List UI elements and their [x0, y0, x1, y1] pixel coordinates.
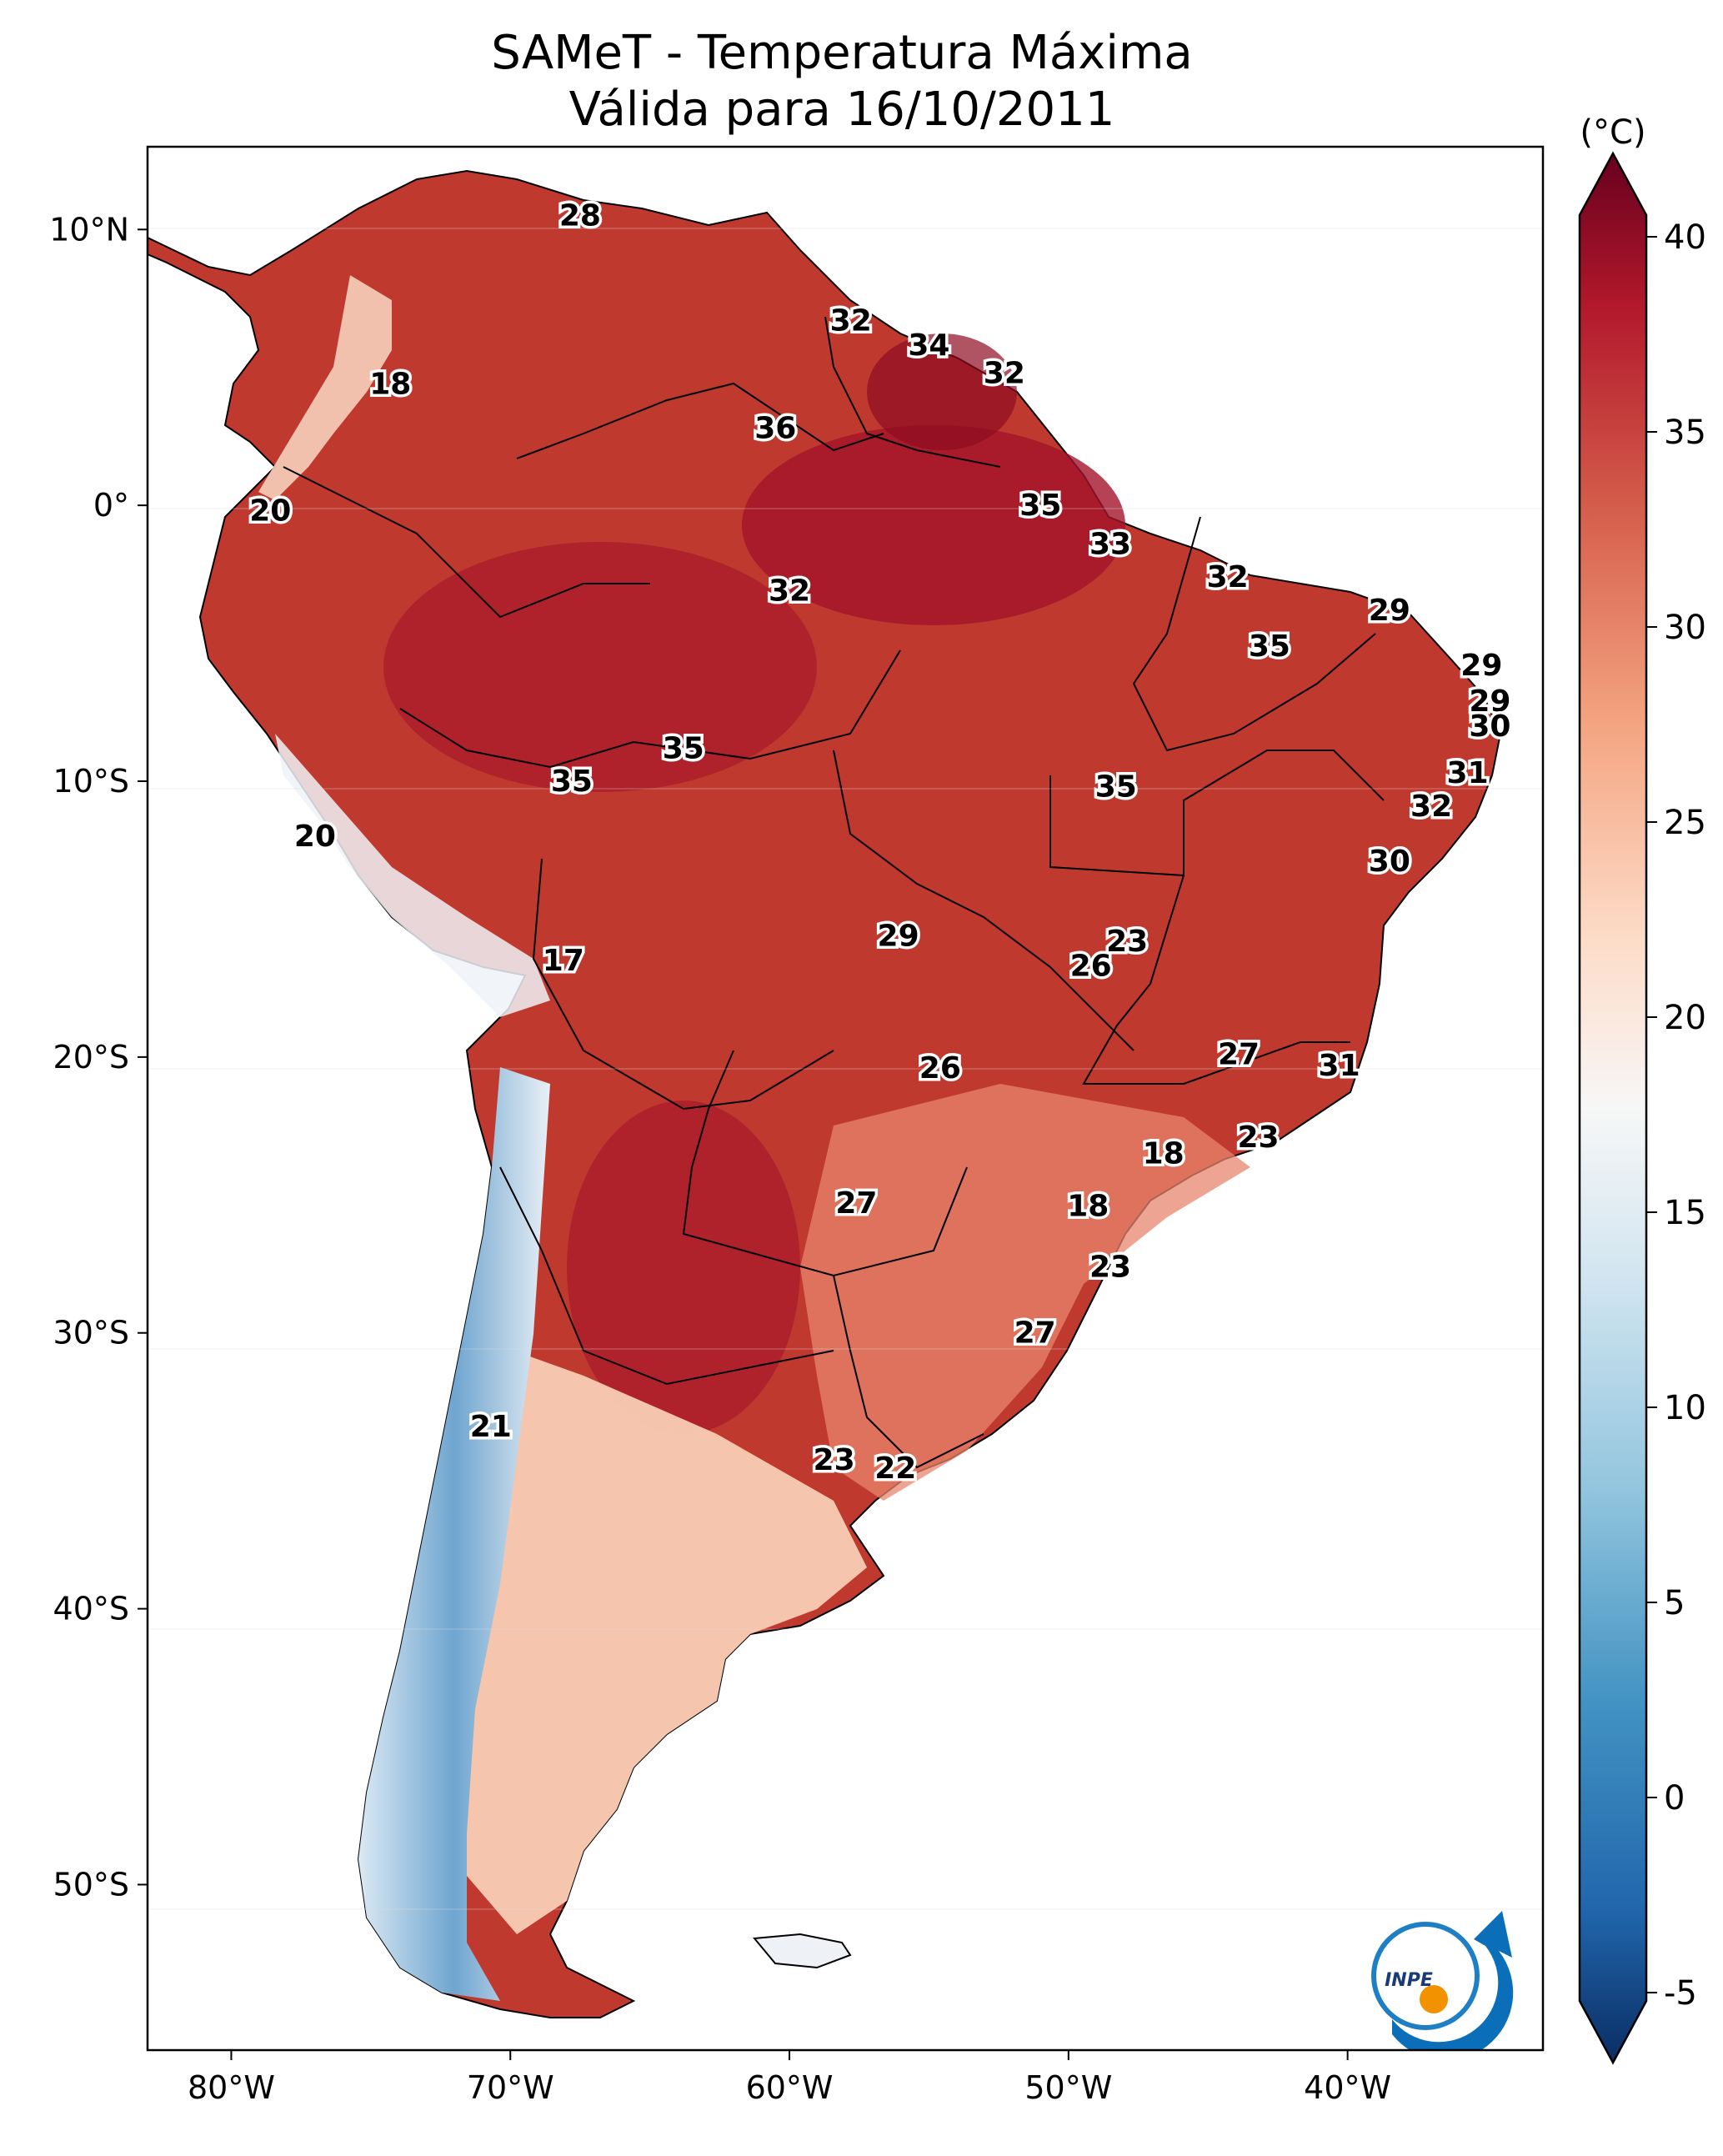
station-temperature-label: 32 [1207, 560, 1249, 594]
colorbar-tick-label: 10 [1664, 1389, 1706, 1427]
y-tick-label: 40°S [53, 1591, 129, 1627]
y-tick-label: 20°S [53, 1039, 129, 1075]
station-temperature-label: 26 [919, 1051, 961, 1086]
station-temperature-label: 32 [769, 574, 810, 609]
map-title-line2: Válida para 16/10/2011 [569, 83, 1115, 137]
heat-core-chaco [567, 1101, 800, 1434]
station-temperature-label: 30 [1369, 845, 1410, 879]
station-temperature-label: 26 [1070, 950, 1112, 984]
station-temperature-label: 35 [1019, 489, 1061, 523]
station-temperature-label: 33 [1089, 527, 1131, 561]
station-temperature-label: 23 [1237, 1121, 1279, 1155]
cool-zone-andes-south [358, 1067, 550, 2001]
cool-zone-south-east [800, 1084, 1250, 1501]
colorbar-body [1578, 151, 1648, 2065]
colorbar-tick-label: -5 [1664, 1974, 1697, 2013]
y-tick-label: 10°S [53, 763, 129, 800]
y-tick-label: 30°S [53, 1315, 129, 1351]
colorbar: (°C) 40 35 30 25 20 15 10 5 0 -5 [1578, 113, 1706, 2065]
colorbar-tick-label: 0 [1664, 1779, 1685, 1818]
inpe-logo: INPE [1371, 1911, 1514, 2050]
cool-zone-colombia [258, 275, 392, 500]
colorbar-tick-label: 20 [1664, 999, 1706, 1037]
station-temperature-label: 28 [559, 199, 601, 233]
colorbar-tick-label: 25 [1664, 804, 1706, 842]
station-temperature-label: 23 [1106, 925, 1148, 959]
station-temperature-label: 27 [835, 1186, 877, 1221]
station-temperature-label: 35 [1095, 770, 1137, 805]
heat-core-north [742, 425, 1125, 625]
station-temperature-label: 32 [984, 356, 1025, 390]
map-title-line1: SAMeT - Temperatura Máxima [491, 26, 1193, 80]
station-temperature-label: 35 [1249, 629, 1290, 664]
colorbar-unit-label: (°C) [1580, 113, 1645, 152]
heat-core-amazon [383, 542, 817, 792]
colorbar-tick-label: 40 [1664, 218, 1706, 257]
x-tick-label: 50°W [1024, 2069, 1112, 2106]
graticule [148, 228, 1543, 1910]
logo-ring [1371, 1922, 1480, 2030]
cool-zone-andes-north [275, 734, 550, 1017]
station-temperature-label: 27 [1014, 1316, 1056, 1351]
station-temperature-label: 27 [1218, 1038, 1260, 1072]
mild-zone-patagonia [467, 1334, 867, 1934]
station-temperature-label: 23 [814, 1443, 855, 1477]
station-temperature-label: 29 [1369, 594, 1410, 628]
station-temperature-label: 36 [754, 411, 796, 445]
station-temperature-label: 35 [663, 731, 704, 765]
map-frame [146, 145, 1545, 2052]
y-tick-label: 50°S [53, 1866, 129, 1903]
station-temperature-label: 34 [908, 328, 949, 363]
colorbar-tick-label: 35 [1664, 414, 1706, 452]
station-temperature-label: 18 [369, 368, 411, 402]
station-temperature-label: 29 [1469, 684, 1510, 719]
station-temperature-label: 32 [830, 303, 872, 338]
x-tick-label: 70°W [467, 2069, 554, 2106]
x-tick-label: 60°W [746, 2069, 834, 2106]
y-tick-label: 0° [93, 487, 129, 524]
country-borders [283, 316, 1385, 1469]
station-temperature-label: 23 [1089, 1250, 1131, 1284]
station-temperature-label: 21 [470, 1410, 512, 1444]
station-temperature-label: 22 [874, 1452, 916, 1486]
station-temperature-label: 31 [1319, 1049, 1360, 1083]
colorbar-tick-label: 30 [1664, 609, 1706, 647]
station-temperature-label: 30 [1469, 709, 1510, 744]
station-temperature-label: 18 [1067, 1190, 1109, 1224]
colorbar-ticks: 40 35 30 25 20 15 10 5 0 -5 [1646, 218, 1706, 2013]
logo-dot [1420, 1985, 1448, 2013]
station-temperature-label: 17 [543, 944, 584, 978]
falkland-islands [753, 1933, 852, 1969]
station-temperature-label: 29 [878, 919, 919, 953]
colorbar-tick-label: 15 [1664, 1194, 1706, 1232]
y-tick-label: 10°N [49, 211, 129, 248]
y-axis: 10°N 0° 10°S 20°S 30°S 40°S 50°S [49, 211, 148, 1903]
x-tick-label: 40°W [1304, 2069, 1391, 2106]
station-temperature-label: 18 [1143, 1137, 1185, 1171]
x-tick-label: 80°W [188, 2069, 275, 2106]
station-temperature-label: 31 [1447, 756, 1489, 790]
logo-arrow-icon [1392, 1911, 1514, 2050]
x-axis: 80°W 70°W 60°W 50°W 40°W [188, 2050, 1391, 2106]
station-temperature-label: 29 [1460, 649, 1502, 683]
station-temperature-label: 20 [249, 494, 291, 529]
colorbar-tick-label: 5 [1664, 1584, 1685, 1622]
station-temperature-label: 20 [294, 820, 336, 854]
station-temperature-label: 32 [1410, 790, 1452, 824]
station-temperature-label: 35 [551, 765, 593, 799]
heat-core-guianas [867, 333, 1017, 450]
logo-text: INPE [1385, 1970, 1433, 1991]
